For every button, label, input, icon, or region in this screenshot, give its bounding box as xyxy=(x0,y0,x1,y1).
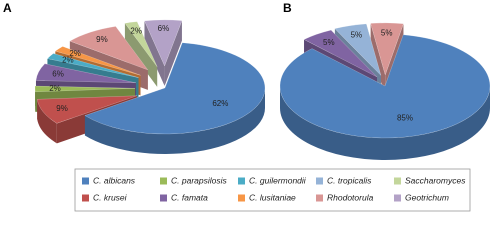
value-label: 5% xyxy=(381,28,393,37)
legend-label: Geotrichum xyxy=(405,192,449,202)
legend-swatch xyxy=(160,194,167,202)
slice xyxy=(54,46,141,76)
value-label: 85% xyxy=(397,113,413,122)
slice xyxy=(34,85,136,93)
legend-swatch xyxy=(316,177,323,185)
legend-label: C. guilermondii xyxy=(249,175,307,185)
legend-label: C. krusei xyxy=(93,192,128,202)
slice xyxy=(35,63,136,84)
value-label: 6% xyxy=(158,24,170,33)
slice-side xyxy=(37,99,57,144)
legend-swatch xyxy=(82,177,89,185)
slice-wall xyxy=(370,23,386,97)
slice-wall xyxy=(164,20,182,86)
value-label: 5% xyxy=(351,31,363,40)
legend-label: C. tropicalis xyxy=(327,175,372,185)
value-label: 62% xyxy=(212,99,228,108)
slice-side xyxy=(84,88,265,154)
slice xyxy=(279,34,491,139)
legend-swatch xyxy=(238,194,245,202)
legend-swatch xyxy=(238,177,245,185)
legend-label: Rhodotorula xyxy=(327,192,374,202)
legend-swatch xyxy=(394,194,401,202)
slice xyxy=(36,95,137,124)
slice-wall xyxy=(144,20,165,86)
chart: A B 62%9%2%6%2%2%9%2% 6%85%5%5% 5%C. albic… xyxy=(3,1,491,212)
legend-label: C. lusitaniae xyxy=(249,192,296,202)
slice xyxy=(84,42,266,135)
legend-label: C. albicans xyxy=(93,175,136,185)
value-label: 2% xyxy=(49,84,61,93)
slice xyxy=(370,22,404,76)
value-label: 9% xyxy=(96,35,108,44)
slice xyxy=(46,53,139,78)
slice xyxy=(303,29,378,78)
value-label: 6% xyxy=(52,69,64,78)
slice xyxy=(144,19,183,86)
panel-label: B xyxy=(283,1,292,15)
legend-swatch xyxy=(394,177,401,185)
slice-wall xyxy=(124,23,158,87)
value-label: 2% xyxy=(130,26,142,35)
value-label: 2% xyxy=(69,49,81,58)
slice xyxy=(279,34,491,160)
slice xyxy=(69,26,149,71)
value-label: 2% xyxy=(62,55,74,64)
legend-swatch xyxy=(82,194,89,202)
slice xyxy=(334,23,382,76)
legend-box xyxy=(74,168,471,212)
value-label: 5% xyxy=(323,38,335,47)
legend-label: Saccharomyces xyxy=(405,175,466,185)
value-label: 9% xyxy=(56,104,68,113)
slice xyxy=(144,19,183,67)
slice-side xyxy=(280,86,490,160)
slice xyxy=(124,21,158,67)
panel-label: A xyxy=(3,1,12,15)
legend-swatch xyxy=(316,194,323,202)
slice xyxy=(124,21,158,87)
legend-label: C. parapsilosis xyxy=(171,175,227,185)
legend-label: C. famata xyxy=(171,192,208,202)
legend-swatch xyxy=(160,177,167,185)
slice xyxy=(84,42,266,154)
